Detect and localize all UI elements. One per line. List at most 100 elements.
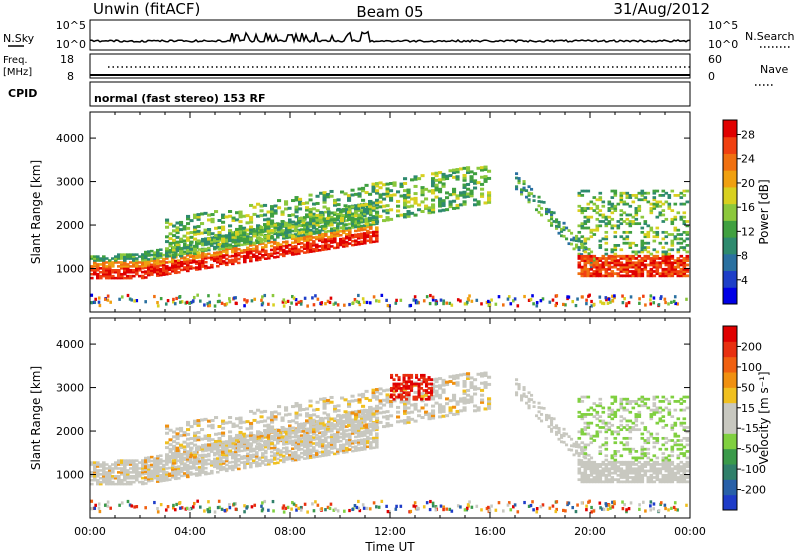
scatter-cell <box>333 227 337 230</box>
scatter-cell <box>516 304 520 308</box>
scatter-cell <box>442 299 446 303</box>
scatter-cell <box>417 409 422 413</box>
scatter-cell <box>613 263 618 267</box>
scatter-cell <box>303 441 307 445</box>
scatter-cell <box>294 227 298 230</box>
scatter-cell <box>231 464 235 468</box>
scatter-cell <box>312 448 316 451</box>
scatter-cell <box>375 184 380 188</box>
scatter-cell <box>438 209 443 213</box>
scatter-cell <box>252 205 257 209</box>
scatter-cell <box>231 248 235 252</box>
scatter-cell <box>354 423 358 427</box>
scatter-cell <box>640 259 645 262</box>
scatter-cell <box>592 274 597 278</box>
scatter-cell <box>405 382 409 386</box>
scatter-cell <box>663 297 667 301</box>
scatter-cell <box>634 272 639 276</box>
scatter-cell <box>676 274 681 278</box>
scatter-cell <box>273 228 277 232</box>
scatter-cell <box>560 433 564 437</box>
scatter-cell <box>368 204 373 208</box>
scatter-cell <box>210 462 214 465</box>
scatter-cell <box>330 437 334 440</box>
scatter-cell <box>189 267 193 270</box>
scatter-cell <box>291 440 296 444</box>
scatter-cell <box>282 450 286 454</box>
scatter-cell <box>589 434 594 438</box>
scatter-cell <box>264 434 268 437</box>
scatter-cell <box>466 400 471 404</box>
scatter-cell <box>570 437 574 441</box>
scatter-cell <box>357 216 362 220</box>
scatter-cell <box>403 213 408 217</box>
scatter-cell <box>661 189 666 193</box>
scatter-cell <box>628 241 633 245</box>
scatter-cell <box>305 428 310 432</box>
scatter-cell <box>174 259 178 263</box>
scatter-cell <box>595 476 600 479</box>
scatter-cell <box>312 436 316 439</box>
scatter-cell <box>441 177 446 181</box>
scatter-cell <box>135 478 139 482</box>
scatter-cell <box>340 432 345 436</box>
scatter-cell <box>634 213 639 217</box>
scatter-cell <box>575 445 579 448</box>
scatter-cell <box>361 395 366 399</box>
scatter-cell <box>321 444 325 448</box>
scatter-cell <box>619 196 624 199</box>
scatter-cell <box>117 482 121 486</box>
scatter-cell <box>601 471 606 475</box>
scatter-cell <box>646 230 651 234</box>
scatter-cell <box>592 265 597 269</box>
scatter-cell <box>201 263 205 266</box>
scatter-cell <box>350 219 355 223</box>
scatter-cell <box>336 404 341 408</box>
scatter-cell <box>193 213 198 217</box>
scatter-cell <box>369 213 373 217</box>
scatter-cell <box>242 444 247 448</box>
scatter-cell <box>592 261 597 265</box>
scatter-cell <box>601 215 606 219</box>
scatter-cell <box>312 240 316 243</box>
scatter-cell <box>415 373 419 377</box>
scatter-cell <box>291 199 296 203</box>
scatter-cell <box>105 471 109 474</box>
scatter-cell <box>203 453 208 457</box>
scatter-cell <box>673 267 678 271</box>
scatter-cell <box>375 189 380 193</box>
scatter-cell <box>210 448 214 451</box>
scatter-cell <box>156 248 160 252</box>
scatter-cell <box>345 417 349 421</box>
scatter-cell <box>336 218 340 222</box>
scatter-cell <box>172 253 177 257</box>
scatter-cell <box>375 432 379 435</box>
scatter-cell <box>118 297 121 301</box>
scatter-cell <box>165 467 169 470</box>
scatter-cell <box>192 256 196 260</box>
scatter-cell <box>171 468 175 471</box>
scatter-cell <box>555 224 559 228</box>
scatter-cell <box>303 243 307 247</box>
scatter-cell <box>576 297 579 301</box>
scatter-cell <box>580 267 585 271</box>
scatter-cell <box>577 471 582 475</box>
scatter-cell <box>604 217 609 221</box>
scatter-cell <box>664 217 669 221</box>
scatter-cell <box>572 247 576 251</box>
scatter-cell <box>643 220 648 223</box>
scatter-cell <box>270 418 275 422</box>
scatter-cell <box>575 243 579 247</box>
scatter-cell <box>150 263 154 267</box>
scatter-cell <box>375 191 380 195</box>
scatter-cell <box>179 453 184 457</box>
scatter-cell <box>223 303 227 307</box>
scatter-cell <box>308 416 313 420</box>
scatter-cell <box>267 437 271 441</box>
scatter-cell <box>354 445 358 448</box>
scatter-cell <box>452 398 457 402</box>
scatter-cell <box>138 274 142 278</box>
scatter-cell <box>279 245 283 248</box>
scatter-cell <box>318 437 322 440</box>
scatter-cell <box>527 191 531 195</box>
